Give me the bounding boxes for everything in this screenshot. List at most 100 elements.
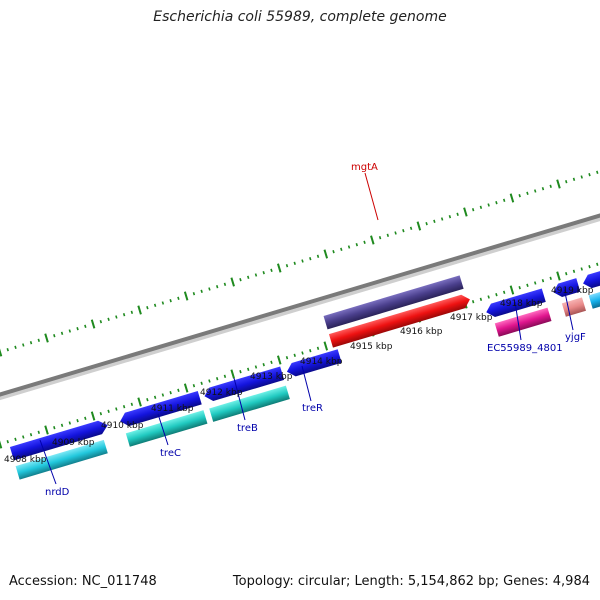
tick-mark (433, 219, 436, 223)
tick-mark (386, 233, 390, 237)
tick-mark (153, 395, 157, 399)
gene-arrow-treR[interactable] (285, 349, 342, 378)
tick-mark (285, 355, 289, 360)
tick-mark (161, 393, 165, 397)
tick-mark (270, 268, 273, 272)
kbp-label: 4916 kbp (400, 327, 443, 337)
leader-treB (233, 377, 246, 421)
gene-label-treC[interactable]: treC (160, 448, 181, 459)
leader-treR (301, 365, 312, 402)
tick-mark (122, 404, 126, 409)
gene-arrow-mgtA-red[interactable] (328, 293, 472, 348)
tick-mark (115, 315, 118, 319)
kbp-label: 4919 kbp (551, 286, 594, 296)
genome-title: Escherichia coli 55989, complete genome (153, 9, 447, 25)
gene-arrow-mgtA-indigo[interactable] (323, 275, 464, 330)
tick-mark (509, 193, 515, 203)
tick-mark (115, 407, 118, 411)
tick-mark (68, 329, 72, 333)
tick-mark (122, 312, 126, 317)
tick-mark (495, 200, 498, 205)
tick-mark (580, 267, 583, 271)
gene-arrow-yjgF-pink[interactable] (561, 297, 586, 317)
tick-mark (247, 367, 250, 371)
tick-mark (518, 193, 521, 198)
kbp-label: 4908 kbp (4, 455, 47, 465)
tick-mark (262, 270, 265, 275)
kbp-labels: 4908 kbp 4909 kbp 4910 kbp 4911 kbp 4912… (4, 286, 594, 465)
tick-mark (76, 418, 79, 423)
gene-arrow-yjgF-blue[interactable] (551, 278, 581, 299)
tick-mark (526, 191, 529, 195)
gene-label-nrdD[interactable]: nrdD (45, 487, 70, 498)
tick-mark (223, 374, 227, 378)
gene-arrow-EC55989_4801-magenta[interactable] (494, 307, 552, 337)
tick-mark (394, 231, 397, 235)
tick-mark (6, 347, 9, 352)
tick-mark (90, 411, 96, 421)
tick-mark (200, 289, 203, 293)
tick-mark (596, 170, 599, 174)
tick-mark (192, 383, 196, 388)
tick-mark (208, 287, 211, 291)
tick-mark (456, 212, 459, 216)
gene-arrow-right-blue-1[interactable] (581, 268, 600, 290)
tick-mark (416, 221, 422, 231)
leader-yjgF (563, 287, 574, 331)
gene-arrow-nrdD-cyan[interactable] (15, 439, 108, 480)
tick-mark (177, 296, 180, 300)
tick-mark (440, 217, 444, 221)
gene-arrow-EC55989_4801-blue[interactable] (484, 288, 546, 319)
tick-mark (580, 175, 583, 179)
kbp-label: 4911 kbp (151, 404, 194, 414)
gene-features (9, 268, 600, 480)
tick-mark (425, 221, 428, 226)
tick-mark (239, 277, 242, 282)
kbp-label: 4913 kbp (250, 372, 293, 382)
gene-label-treB[interactable]: treB (237, 423, 258, 434)
gene-arrow-nrdD-blue[interactable] (9, 418, 110, 461)
tick-mark (549, 184, 552, 188)
tick-mark (22, 435, 25, 439)
tick-mark (37, 338, 40, 342)
gene-arrow-treC-cyan[interactable] (125, 410, 208, 447)
tick-mark (14, 345, 17, 350)
gene-arrow-treB-blue[interactable] (203, 366, 285, 403)
gene-label-mgtA[interactable]: mgtA (351, 162, 378, 173)
tick-mark (44, 425, 49, 435)
kbp-label: 4914 kbp (300, 357, 343, 367)
tick-mark (169, 390, 172, 395)
tick-mark (487, 203, 490, 207)
tick-mark (301, 259, 304, 263)
kbp-label: 4917 kbp (450, 313, 493, 323)
tick-mark (53, 333, 56, 338)
tick-mark (76, 326, 79, 331)
tick-mark (285, 263, 289, 268)
tick-mark (378, 235, 382, 240)
tick-mark (565, 179, 568, 184)
kbp-label: 4910 kbp (101, 421, 144, 431)
gene-label-treR[interactable]: treR (302, 403, 323, 414)
tick-mark (130, 402, 134, 406)
tick-mark (183, 291, 189, 301)
tick-mark (502, 290, 506, 294)
gene-label-EC55989_4801[interactable]: EC55989_4801 (487, 343, 563, 354)
tick-mark (572, 269, 576, 273)
gene-arrow-treB-teal[interactable] (209, 385, 290, 422)
tick-mark (0, 348, 3, 357)
tick-mark (254, 365, 258, 369)
kbp-label: 4909 kbp (52, 438, 95, 448)
tick-mark (556, 271, 561, 281)
tick-mark (323, 341, 329, 351)
leader-treC (157, 413, 169, 446)
tick-mark (22, 343, 25, 347)
tick-mark (14, 437, 17, 442)
tick-mark (402, 228, 405, 233)
tick-mark (99, 319, 103, 324)
tick-mark (270, 360, 273, 364)
gene-label-yjgF[interactable]: yjgF (565, 332, 586, 343)
gene-arrow-treC-blue[interactable] (118, 391, 202, 428)
leader-nrdD (39, 439, 57, 485)
tick-mark (107, 317, 110, 321)
